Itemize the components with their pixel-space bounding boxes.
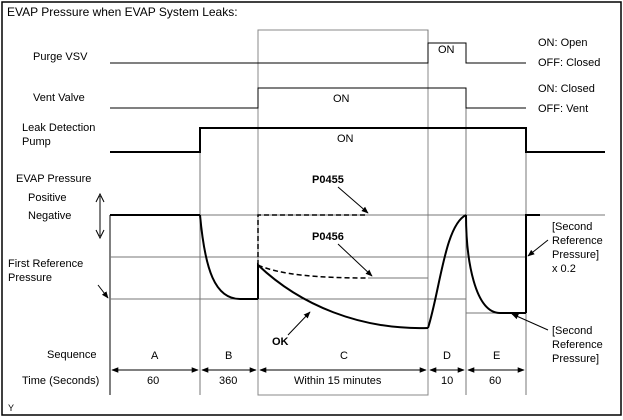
time-b: 360 <box>219 375 237 387</box>
code-p0456: P0456 <box>312 231 344 243</box>
label-evap-pressure: EVAP Pressure <box>16 173 91 185</box>
time-c: Within 15 minutes <box>294 375 382 387</box>
pressure-curve-end <box>525 214 540 313</box>
label-first-ref-1: First Reference <box>8 258 83 270</box>
phase-b: B <box>225 350 232 362</box>
second-ref-top-label: [Second Reference Pressure] x 0.2 <box>552 221 603 275</box>
label-positive: Positive <box>28 192 67 204</box>
svg-text:Pressure]: Pressure] <box>552 353 599 365</box>
second-ref-top-arrow <box>527 239 549 257</box>
time-d: 10 <box>441 375 453 387</box>
phase-a: A <box>151 350 159 362</box>
vent-valve-signal <box>110 87 526 109</box>
pressure-curve-b <box>199 214 258 300</box>
leak-pump-signal <box>110 127 605 153</box>
first-ref-arrow <box>97 284 109 299</box>
sequence-label: Sequence <box>47 349 97 361</box>
pump-on-label: ON <box>337 133 354 145</box>
purge-vsv-signal <box>110 42 526 64</box>
vent-on-label: ON <box>333 93 350 105</box>
p0456-arrow <box>337 243 373 277</box>
svg-text:x 0.2: x 0.2 <box>552 263 576 275</box>
svg-text:[Second: [Second <box>552 325 592 337</box>
vent-state-off: OFF: Vent <box>538 103 588 115</box>
vent-state-on: ON: Closed <box>538 83 595 95</box>
purge-state-on: ON: Open <box>538 37 588 49</box>
label-leak-pump-1: Leak Detection <box>22 122 95 134</box>
second-ref-bottom-arrow <box>511 313 549 331</box>
phase-c: C <box>340 350 348 362</box>
purge-state-off: OFF: Closed <box>538 57 600 69</box>
svg-text:[Second: [Second <box>552 221 592 233</box>
time-a: 60 <box>147 375 159 387</box>
diagram-title: EVAP Pressure when EVAP System Leaks: <box>7 5 238 19</box>
phase-e: E <box>493 350 500 362</box>
svg-text:Reference: Reference <box>552 339 603 351</box>
pressure-curve-p0456 <box>257 264 369 279</box>
label-negative: Negative <box>28 210 71 222</box>
svg-text:Reference: Reference <box>552 235 603 247</box>
pressure-curve-p0455 <box>257 214 368 265</box>
pressure-curve-e <box>465 214 526 314</box>
svg-text:Pressure]: Pressure] <box>552 249 599 261</box>
phase-d: D <box>443 350 451 362</box>
label-leak-pump-2: Pump <box>22 136 51 148</box>
ok-arrow <box>287 311 311 336</box>
time-label: Time (Seconds) <box>22 375 99 387</box>
second-ref-bottom-label: [Second Reference Pressure] <box>552 325 603 365</box>
label-purge-vsv: Purge VSV <box>33 51 88 63</box>
footer-mark: Y <box>8 403 14 413</box>
pressure-direction-arrow <box>95 192 105 240</box>
pressure-curve-d <box>427 214 467 329</box>
code-p0455: P0455 <box>312 174 344 186</box>
label-first-ref-2: Pressure <box>8 272 52 284</box>
label-vent-valve: Vent Valve <box>33 92 85 104</box>
code-ok: OK <box>272 336 289 348</box>
purge-on-label: ON <box>438 44 455 56</box>
time-e: 60 <box>489 375 501 387</box>
pressure-curve-c-ok <box>257 262 429 330</box>
p0455-arrow <box>337 186 369 214</box>
phase-c-box <box>257 29 429 396</box>
